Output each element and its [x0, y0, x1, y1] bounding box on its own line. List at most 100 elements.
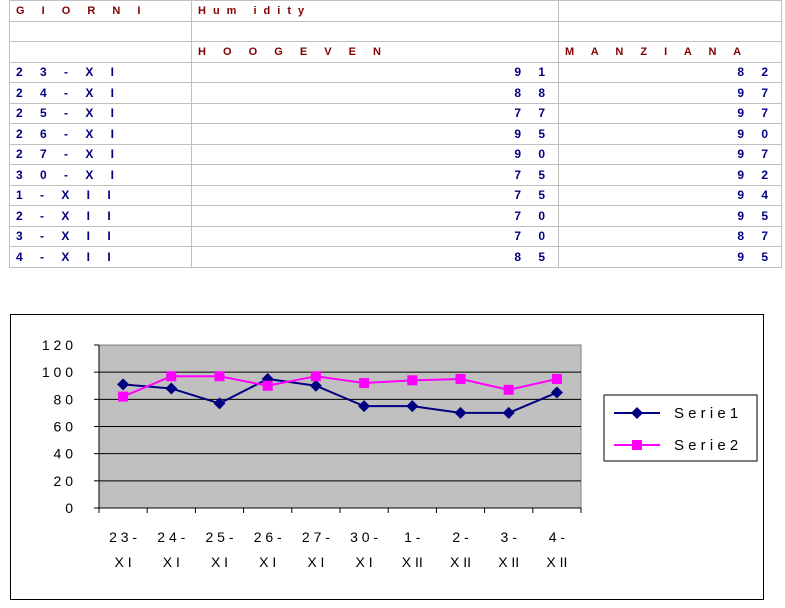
- y-tick-label: 4 0: [54, 446, 74, 462]
- table-blank-cell: [9, 20, 192, 42]
- series-2-point: [455, 373, 466, 384]
- legend-label: S e r i e 1: [674, 405, 738, 422]
- table-header-row-cell-2: Hum idity: [191, 0, 559, 22]
- table-row-cell-3: 9 5: [558, 246, 782, 268]
- x-tick-label: 2 7 -: [302, 529, 330, 545]
- series-1-point: [550, 386, 563, 399]
- series-1-point: [502, 406, 515, 419]
- x-tick-label-line2: X I: [163, 554, 180, 570]
- x-tick-label: 2 4 -: [157, 529, 185, 545]
- series-2-point: [359, 378, 370, 389]
- x-tick-label: 2 -: [452, 529, 469, 545]
- y-tick-label: 1 0 0: [42, 364, 73, 380]
- x-tick-label-line2: X II: [450, 554, 471, 570]
- x-tick-label: 1 -: [404, 529, 421, 545]
- table-subheader-row-cell-1: [9, 41, 192, 63]
- series-1-point: [454, 406, 467, 419]
- y-tick-label: 6 0: [54, 419, 74, 435]
- table-row-cell-2: 9 1: [191, 61, 559, 83]
- table-row-cell-2: 7 0: [191, 225, 559, 247]
- series-1-point: [165, 382, 178, 395]
- table-row-cell-1: 1 - X I I: [9, 184, 192, 206]
- series-1-point: [261, 372, 274, 385]
- table-row-cell-2: 8 8: [191, 82, 559, 104]
- table-header-row: G I O R N I Hum idity: [9, 0, 782, 22]
- legend-label: S e r i e 2: [674, 437, 738, 454]
- table-row-cell-1: 2 5 - X I: [9, 102, 192, 124]
- table-blank-cell: [558, 20, 782, 42]
- series-2-point: [407, 375, 418, 386]
- legend-box: [603, 394, 758, 462]
- legend-marker: [632, 440, 642, 450]
- table-header-row-cell-3: [558, 0, 782, 22]
- table-row-cell-1: 2 - X I I: [9, 205, 192, 227]
- table-row-cell-2: 8 5: [191, 246, 559, 268]
- table-blank-cell: [191, 20, 559, 42]
- table-row-cell-1: 3 - X I I: [9, 225, 192, 247]
- table-row-cell-2: 7 0: [191, 205, 559, 227]
- table-header-row-cell-1: G I O R N I: [9, 0, 192, 22]
- series-1-point: [213, 397, 226, 410]
- humidity-line-chart: 0 2 0 4 0 6 0 8 0 1 0 0 1 2 0 2 3 - X I 2 4 - X I 2…: [42, 337, 758, 570]
- table-row-cell-1: 3 0 - X I: [9, 164, 192, 186]
- table-row-cell-3: 8 2: [558, 61, 782, 83]
- table-subheader-row-cell-2: H O O G E V E N: [191, 41, 559, 63]
- table-row-cell-3: 8 7: [558, 225, 782, 247]
- table-row-cell-3: 9 7: [558, 102, 782, 124]
- table-row-cell-3: 9 5: [558, 205, 782, 227]
- table-row-cell-2: 9 0: [191, 143, 559, 165]
- table-row-cell-2: 9 5: [191, 123, 559, 145]
- x-tick-label-line2: X I: [211, 554, 228, 570]
- table-row-cell-2: 7 7: [191, 102, 559, 124]
- y-tick-label: 8 0: [54, 391, 74, 407]
- series-2-point: [118, 391, 129, 402]
- table-row-cell-3: 9 7: [558, 82, 782, 104]
- x-tick-label-line2: X I: [115, 554, 132, 570]
- table-row-cell-1: 4 - X I I: [9, 246, 192, 268]
- x-tick-label: 2 6 -: [254, 529, 282, 545]
- series-1-point: [309, 379, 322, 392]
- table-row-cell-1: 2 6 - X I: [9, 123, 192, 145]
- series-1-point: [406, 400, 419, 413]
- table-row-cell-3: 9 2: [558, 164, 782, 186]
- x-tick-label-line2: X II: [498, 554, 519, 570]
- series-2-line: [122, 375, 558, 398]
- table-row-cell-1: 2 3 - X I: [9, 61, 192, 83]
- x-tick-label-line2: X I: [356, 554, 373, 570]
- x-tick-label: 4 -: [549, 529, 566, 545]
- x-tick-label-line2: X I: [307, 554, 324, 570]
- x-tick-label: 3 0 -: [350, 529, 378, 545]
- y-tick-label: 0: [65, 500, 73, 516]
- legend-marker: [631, 407, 643, 419]
- chart-frame: 0 2 0 4 0 6 0 8 0 1 0 0 1 2 0 2 3 - X I 2 4 - X I 2…: [10, 314, 764, 600]
- x-tick-label: 2 3 -: [109, 529, 137, 545]
- table-blank-row: [9, 20, 782, 42]
- table-row-cell-1: 2 7 - X I: [9, 143, 192, 165]
- series-1-point: [117, 378, 130, 391]
- series-2-point: [166, 371, 177, 382]
- x-tick-label-line2: X I: [259, 554, 276, 570]
- x-tick-label-line2: X II: [402, 554, 423, 570]
- series-2-point: [310, 371, 321, 382]
- series-2-point: [214, 371, 225, 382]
- table-row-cell-3: 9 0: [558, 123, 782, 145]
- x-tick-label: 2 5 -: [205, 529, 233, 545]
- y-tick-label: 1 2 0: [42, 337, 73, 353]
- y-tick-label: 2 0: [54, 473, 74, 489]
- x-tick-label-line2: X II: [546, 554, 567, 570]
- table-row-cell-1: 2 4 - X I: [9, 82, 192, 104]
- series-1-line: [123, 377, 558, 414]
- table-row-cell-2: 7 5: [191, 164, 559, 186]
- table-subheader-row-cell-3: M A N Z I A N A: [558, 41, 782, 63]
